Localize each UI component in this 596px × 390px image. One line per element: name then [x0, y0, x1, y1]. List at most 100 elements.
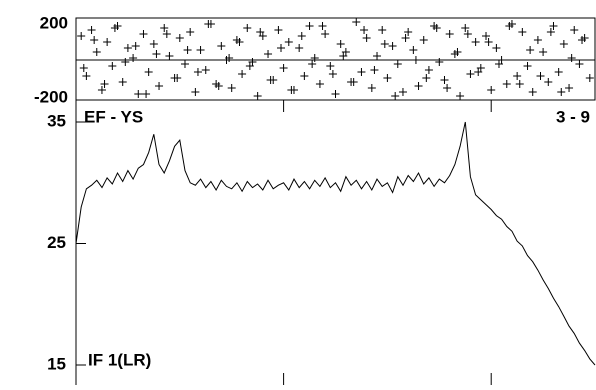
scatter-point: [518, 28, 527, 36]
scatter-point: [411, 56, 420, 64]
scatter-point: [217, 42, 226, 50]
scatter-point: [565, 84, 574, 92]
scatter-point: [264, 50, 273, 58]
scatter-point: [256, 28, 265, 36]
scatter-point: [118, 78, 127, 86]
scatter-point: [79, 64, 88, 72]
scatter-point: [360, 26, 369, 34]
scatter-point: [300, 72, 309, 80]
scatter-point: [123, 44, 132, 52]
scatter-point: [401, 34, 410, 42]
scatter-point: [398, 88, 407, 96]
scatter-point: [339, 52, 348, 60]
scatter-point: [435, 58, 444, 66]
scatter-point: [536, 72, 545, 80]
scatter-point: [528, 88, 537, 96]
scatter-point: [432, 24, 441, 32]
scatter-point: [186, 28, 195, 36]
scatter-point: [315, 80, 324, 88]
scatter-point: [201, 66, 210, 74]
scatter-point: [134, 90, 143, 98]
scatter-point: [277, 44, 286, 52]
scatter-point: [103, 38, 112, 46]
scatter-point: [253, 92, 262, 100]
scatter-point: [245, 62, 254, 70]
scatter-point: [77, 32, 86, 40]
y-tick-label: 35: [47, 111, 66, 130]
scatter-point: [90, 36, 99, 44]
scatter-point: [502, 80, 511, 88]
scatter-point: [523, 62, 532, 70]
scatter-point: [471, 38, 480, 46]
annotation: EF - YS: [84, 107, 143, 126]
scatter-point: [492, 44, 501, 52]
scatter-point: [567, 54, 576, 62]
scatter-point: [235, 38, 244, 46]
scatter-point: [357, 68, 366, 76]
scatter-point: [175, 34, 184, 42]
scatter-point: [352, 18, 361, 26]
scatter-point: [331, 90, 340, 98]
scatter-point: [191, 88, 200, 96]
scatter-point: [466, 70, 475, 78]
y-tick-label: 200: [40, 13, 68, 32]
annotation: IF 1(LR): [88, 350, 151, 369]
scatter-point: [388, 42, 397, 50]
scatter-point: [370, 66, 379, 74]
scatter-point: [297, 32, 306, 40]
scatter-point: [373, 52, 382, 60]
scatter-point: [585, 74, 594, 82]
scatter-point: [414, 82, 423, 90]
scatter-point: [453, 48, 462, 56]
scatter-point: [180, 60, 189, 68]
scatter-point: [326, 62, 335, 70]
scatter-point: [266, 76, 275, 84]
scatter-point: [183, 46, 192, 54]
scatter-point: [463, 30, 472, 38]
scatter-point: [570, 26, 579, 34]
scatter-point: [214, 82, 223, 90]
scatter-point: [279, 64, 288, 72]
scatter-point: [393, 60, 402, 68]
scatter-point: [284, 38, 293, 46]
scatter-point: [549, 22, 558, 30]
scatter-point: [482, 32, 491, 40]
scatter-point: [474, 68, 483, 76]
annotation: 3 - 9: [556, 107, 590, 126]
scatter-point: [121, 58, 130, 66]
scatter-point: [274, 26, 283, 34]
scatter-point: [461, 24, 470, 32]
scatter-point: [515, 80, 524, 88]
y-tick-label: -200: [34, 87, 68, 106]
scatter-point: [149, 40, 158, 48]
scatter-point: [321, 30, 330, 38]
scatter-point: [225, 54, 234, 62]
scatter-point: [243, 24, 252, 32]
scatter-point: [391, 92, 400, 100]
scatter-point: [539, 48, 548, 56]
line-series: [75, 121, 596, 366]
scatter-frame: [75, 17, 596, 101]
scatter-point: [196, 46, 205, 54]
scatter-point: [557, 88, 566, 96]
scatter-point: [378, 26, 387, 34]
scatter-point: [494, 60, 503, 68]
scatter-point: [238, 70, 247, 78]
scatter-point: [108, 62, 117, 70]
scatter-point: [409, 46, 418, 54]
scatter-point: [362, 34, 371, 42]
scatter-point: [155, 82, 164, 90]
scatter-point: [142, 90, 151, 98]
scatter-point: [310, 54, 319, 62]
scatter-point: [575, 60, 584, 68]
scatter-point: [422, 74, 431, 82]
scatter-point: [308, 60, 317, 68]
scatter-point: [443, 84, 452, 92]
scatter-point: [349, 78, 358, 86]
scatter-point: [193, 68, 202, 76]
scatter-point: [456, 92, 465, 100]
scatter-point: [419, 36, 428, 44]
scatter-point: [144, 68, 153, 76]
scatter-point: [92, 48, 101, 56]
